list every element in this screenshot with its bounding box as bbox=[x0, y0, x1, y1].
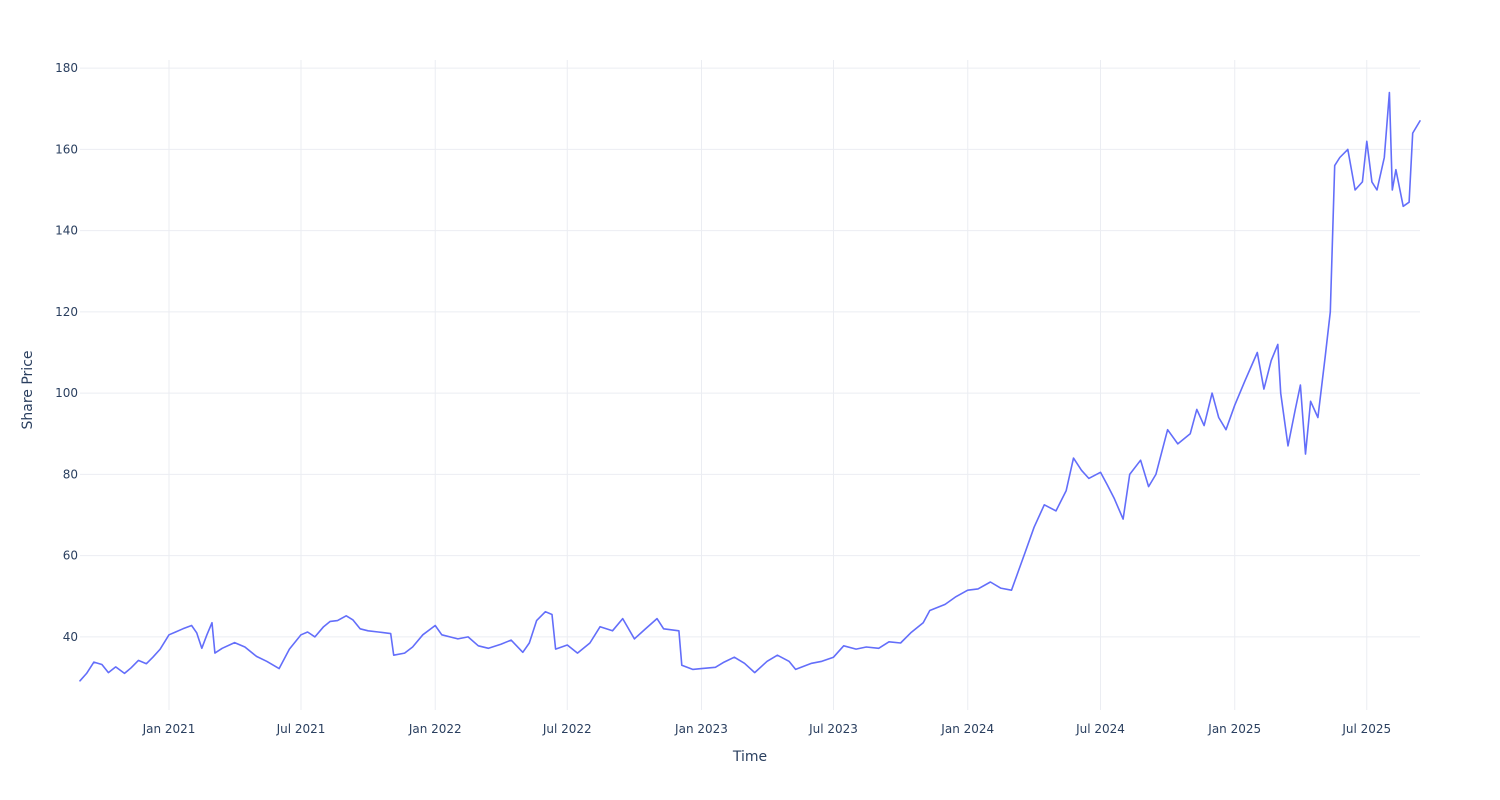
x-tick-label: Jul 2024 bbox=[1075, 722, 1125, 736]
x-tick-label: Jul 2023 bbox=[808, 722, 858, 736]
y-axis-ticks: 40 60 80 100 120 140 160 180 bbox=[55, 61, 78, 644]
x-axis-ticks: Jan 2021 Jul 2021 Jan 2022 Jul 2022 Jan 2023… bbox=[142, 722, 1392, 736]
x-tick-label: Jul 2022 bbox=[542, 722, 592, 736]
y-tick-label: 40 bbox=[63, 630, 78, 644]
y-axis-title: Share Price bbox=[20, 350, 36, 429]
y-tick-label: 100 bbox=[55, 386, 78, 400]
vertical-gridlines bbox=[168, 60, 1368, 710]
x-tick-label: Jan 2022 bbox=[408, 722, 462, 736]
y-tick-label: 140 bbox=[55, 224, 78, 238]
y-tick-label: 80 bbox=[63, 467, 78, 481]
series-layer bbox=[79, 91, 1421, 682]
x-tick-label: Jan 2024 bbox=[940, 722, 994, 736]
x-axis-title: Time bbox=[732, 749, 767, 765]
y-tick-label: 180 bbox=[55, 61, 78, 75]
y-tick-label: 120 bbox=[55, 305, 78, 319]
y-tick-label: 60 bbox=[63, 549, 78, 563]
x-tick-label: Jan 2025 bbox=[1207, 722, 1261, 736]
x-tick-label: Jan 2021 bbox=[142, 722, 196, 736]
x-tick-label: Jan 2023 bbox=[674, 722, 728, 736]
x-tick-label: Jul 2025 bbox=[1341, 722, 1391, 736]
x-tick-label: Jul 2021 bbox=[276, 722, 326, 736]
horizontal-gridlines bbox=[80, 67, 1420, 638]
share-price-line bbox=[79, 91, 1421, 682]
y-tick-label: 160 bbox=[55, 142, 78, 156]
